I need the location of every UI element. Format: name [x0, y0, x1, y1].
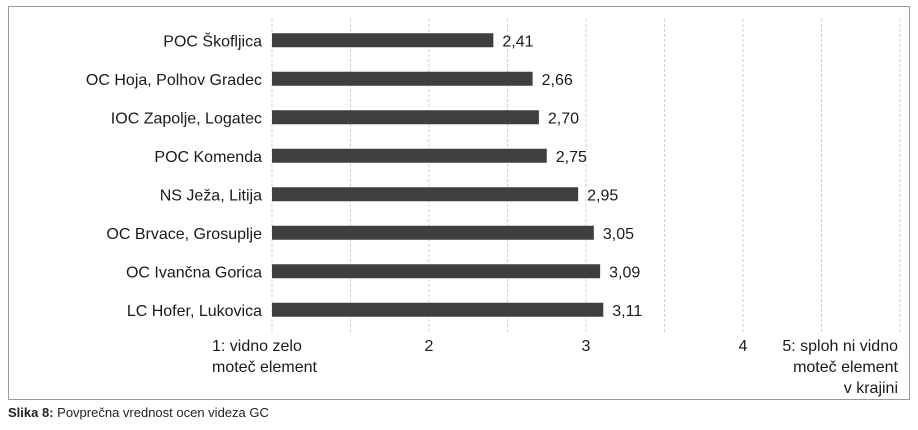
bar	[272, 187, 579, 202]
category-label: NS Ježa, Litija	[160, 187, 262, 204]
category-label: OC Ivančna Gorica	[126, 264, 262, 281]
bar	[272, 110, 539, 125]
x-tick-label: 2	[425, 338, 434, 355]
bar-value-label: 3,09	[609, 264, 640, 281]
category-label: OC Brvace, Grosuplje	[106, 226, 262, 243]
bar	[272, 225, 594, 240]
category-label: POC Komenda	[154, 149, 262, 166]
bar-value-label: 2,75	[556, 149, 587, 166]
bar-value-label: 2,95	[587, 187, 618, 204]
bar	[272, 264, 601, 279]
bar-value-label: 2,70	[548, 110, 579, 127]
bar-value-label: 2,66	[542, 72, 573, 89]
chart-frame: POC Škofljica 2,41 OC Hoja, Polhov Gradec 2…	[8, 6, 910, 400]
x-tick-label: 4	[739, 338, 748, 355]
x-tick-label: 1: vidno zelo	[212, 338, 302, 355]
x-tick-label: v krajini	[844, 380, 898, 397]
x-tick-label: moteč element	[212, 359, 317, 376]
bar	[272, 148, 547, 163]
figure-caption: Slika 8: Povprečna vrednost ocen videza …	[8, 405, 269, 420]
category-label: IOC Zapolje, Logatec	[111, 110, 262, 127]
x-tick-label: 5: sploh ni vidno	[782, 338, 898, 355]
bar-value-label: 3,05	[603, 226, 634, 243]
category-label: POC Škofljica	[163, 31, 262, 50]
bar-chart: POC Škofljica 2,41 OC Hoja, Polhov Gradec 2…	[86, 19, 901, 397]
bar	[272, 33, 494, 48]
category-label: OC Hoja, Polhov Gradec	[86, 72, 262, 89]
bar	[272, 71, 533, 86]
caption-text: Povprečna vrednost ocen videza GC	[53, 405, 269, 420]
bar-value-label: 2,41	[502, 33, 533, 50]
caption-label: Slika 8:	[8, 405, 54, 420]
x-tick-label: 3	[582, 338, 591, 355]
x-tick-label: moteč element	[793, 359, 898, 376]
bar	[272, 302, 604, 317]
category-label: LC Hofer, Lukovica	[127, 303, 262, 320]
bar-value-label: 3,11	[612, 303, 642, 320]
